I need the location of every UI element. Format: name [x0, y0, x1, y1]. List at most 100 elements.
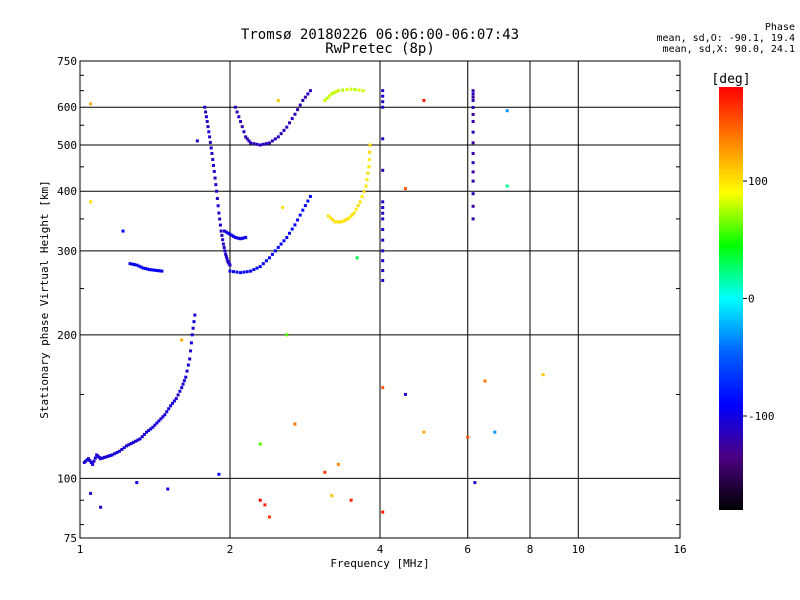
data-point [232, 270, 236, 274]
data-point [471, 204, 475, 208]
data-point [176, 393, 180, 397]
data-point [261, 142, 265, 146]
data-point [147, 429, 151, 433]
data-point [368, 143, 372, 147]
data-point [224, 255, 228, 259]
data-point [323, 470, 327, 474]
data-point [342, 219, 346, 223]
data-point [471, 141, 475, 145]
data-point [223, 249, 227, 253]
data-point [255, 142, 259, 146]
x-tick-label: 8 [527, 543, 534, 556]
data-point [298, 103, 302, 107]
data-point [150, 268, 154, 272]
data-point [217, 472, 221, 476]
data-point [344, 218, 348, 222]
data-point [223, 229, 227, 233]
data-point [279, 242, 283, 246]
data-point [348, 215, 352, 219]
data-point [303, 95, 307, 99]
data-point [214, 183, 218, 187]
data-point [217, 211, 221, 215]
x-tick-label: 1 [77, 543, 84, 556]
data-point [158, 269, 162, 273]
data-point [220, 233, 224, 237]
data-point [285, 333, 289, 337]
data-point [245, 270, 249, 274]
data-point [255, 266, 259, 270]
data-point [211, 157, 215, 161]
data-point [403, 187, 407, 191]
data-point [131, 440, 135, 444]
data-point [226, 231, 230, 235]
data-point [258, 265, 262, 269]
data-point [169, 404, 173, 408]
phase-stats-o: mean, sd,O: -90.1, 19.4 [656, 33, 795, 44]
data-point [141, 266, 145, 270]
data-point [285, 125, 289, 129]
data-point [208, 135, 212, 139]
data-point [360, 195, 364, 199]
data-point [108, 454, 112, 458]
y-tick-label: 100 [57, 472, 77, 485]
data-point [209, 146, 213, 150]
data-point [276, 135, 280, 139]
data-point [252, 268, 256, 272]
data-point [154, 268, 158, 272]
colorbar-tick-label: 100 [748, 175, 768, 188]
data-point [89, 102, 93, 106]
data-point [249, 269, 253, 273]
data-point [293, 422, 297, 426]
data-point [281, 205, 285, 209]
data-point [166, 487, 170, 491]
data-point [156, 269, 160, 273]
data-point [252, 142, 256, 146]
data-point [110, 453, 114, 457]
data-point [381, 278, 385, 282]
data-point [192, 320, 196, 324]
data-point [189, 341, 193, 345]
data-point [367, 165, 371, 169]
data-point [381, 228, 385, 232]
data-point [142, 432, 146, 436]
data-point [330, 92, 334, 96]
data-point [130, 262, 134, 266]
data-point [381, 269, 385, 273]
data-point [89, 491, 93, 495]
data-point [381, 100, 385, 104]
data-point [249, 141, 253, 145]
data-point [195, 139, 199, 143]
data-point [140, 435, 144, 439]
data-point [221, 242, 225, 246]
data-point [106, 454, 110, 458]
data-point [267, 256, 271, 260]
data-point [293, 223, 297, 227]
data-point [326, 214, 330, 218]
data-point [237, 115, 241, 119]
data-point [103, 455, 107, 459]
data-point [381, 217, 385, 221]
data-point [346, 217, 350, 221]
data-point [113, 452, 117, 456]
data-point [471, 179, 475, 183]
phase-stats-x: mean, sd,X: 90.0, 24.1 [662, 44, 795, 55]
data-point [323, 98, 327, 102]
data-point [193, 313, 197, 317]
data-point [471, 130, 475, 134]
data-point [174, 397, 178, 401]
data-point [135, 263, 139, 267]
data-point [505, 109, 509, 113]
data-point [222, 245, 226, 249]
x-tick-label: 4 [377, 543, 384, 556]
data-point [329, 216, 333, 220]
data-point [159, 417, 163, 421]
data-point [273, 249, 277, 253]
data-point [279, 132, 283, 136]
y-axis-label: Stationary phase Virtual Height [km] [38, 180, 51, 418]
data-point [129, 442, 133, 446]
colorbar-label: [deg] [711, 72, 750, 87]
colorbar-tick-label: 0 [748, 293, 755, 306]
data-point [225, 257, 229, 261]
data-point [152, 268, 156, 272]
